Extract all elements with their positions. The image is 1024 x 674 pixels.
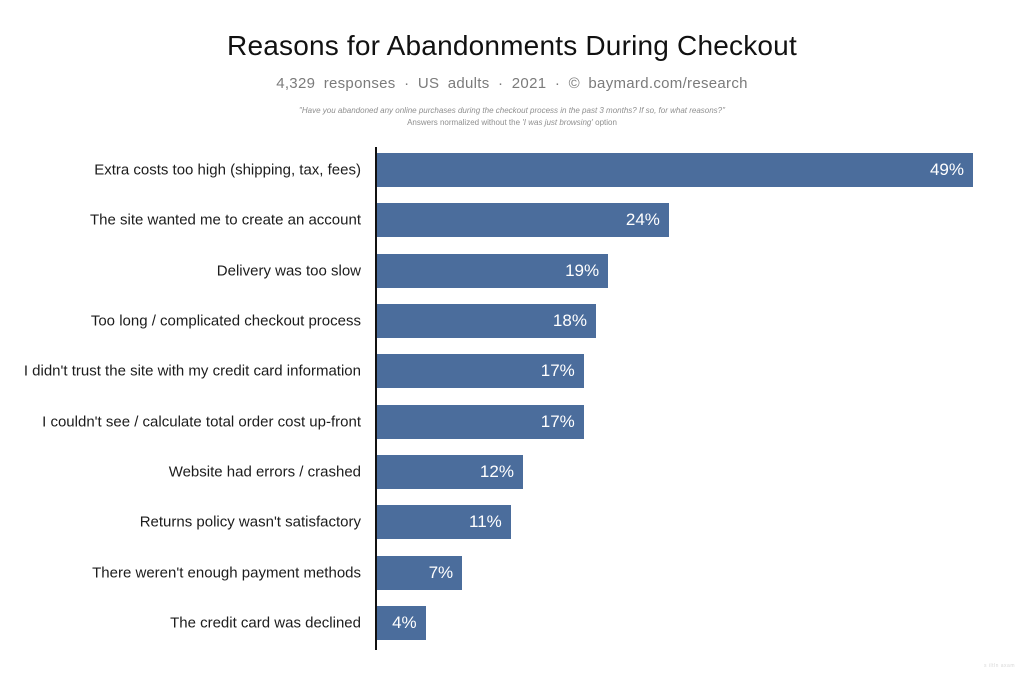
category-label: The credit card was declined [170, 614, 361, 632]
y-axis-line [375, 147, 377, 650]
bar: 19% [377, 253, 609, 288]
chart-footnote: "Have you abandoned any online purchases… [0, 105, 1024, 129]
bar-value-label: 11% [469, 512, 502, 532]
bar: 11% [377, 505, 511, 540]
chart-row: I couldn't see / calculate total order c… [0, 404, 1024, 439]
chart-header: Reasons for Abandonments During Checkout… [0, 30, 1024, 129]
bar-value-label: 19% [565, 260, 600, 280]
bar: 7% [377, 555, 463, 590]
bar: 17% [377, 354, 584, 389]
category-label: Website had errors / crashed [168, 463, 361, 481]
category-label: I didn't trust the site with my credit c… [23, 362, 361, 380]
bar: 4% [377, 605, 426, 640]
chart-row: I didn't trust the site with my credit c… [0, 354, 1024, 389]
bar-value-label: 12% [479, 461, 514, 481]
bar-value-label: 7% [428, 562, 454, 582]
chart-row: Returns policy wasn't satisfactory 11% [0, 505, 1024, 540]
chart-title: Reasons for Abandonments During Checkout [227, 30, 797, 61]
category-label: There weren't enough payment methods [92, 564, 361, 582]
bar: 49% [377, 153, 973, 187]
category-label: Delivery was too slow [216, 262, 361, 280]
footnote-suffix: option [592, 117, 617, 127]
bar: 24% [377, 203, 669, 238]
bar-value-label: 24% [625, 210, 660, 230]
chart-row: The credit card was declined 4% [0, 605, 1024, 640]
bar-value-label: 49% [929, 160, 964, 179]
category-label: Returns policy wasn't satisfactory [139, 513, 361, 531]
footnote-question: "Have you abandoned any online purchases… [299, 105, 725, 115]
chart-row: Extra costs too high (shipping, tax, fee… [0, 153, 1024, 187]
category-label: I couldn't see / calculate total order c… [42, 413, 361, 431]
bar-value-label: 4% [392, 612, 417, 632]
corner-watermark: s iltln axam [983, 663, 1015, 669]
footnote-prefix: Answers normalized without the [407, 117, 523, 127]
bar: 12% [377, 454, 523, 489]
chart-area: Extra costs too high (shipping, tax, fee… [0, 147, 1024, 650]
category-label: Extra costs too high (shipping, tax, fee… [94, 161, 361, 179]
bar-value-label: 17% [540, 361, 575, 381]
bar-value-label: 18% [552, 310, 587, 330]
chart-row: Website had errors / crashed 12% [0, 454, 1024, 489]
chart-row: The site wanted me to create an account … [0, 203, 1024, 238]
category-label: Too long / complicated checkout process [90, 312, 361, 330]
chart-row: There weren't enough payment methods 7% [0, 555, 1024, 590]
bar: 18% [377, 303, 596, 338]
chart-subtitle: 4,329 responses · US adults · 2021 · © b… [276, 74, 748, 92]
chart-row: Delivery was too slow 19% [0, 253, 1024, 288]
footnote-emphasis: 'I was just browsing' [522, 117, 593, 127]
bar: 17% [377, 404, 584, 439]
chart-row: Too long / complicated checkout process … [0, 303, 1024, 338]
bar-value-label: 17% [540, 411, 575, 431]
category-label: The site wanted me to create an account [90, 211, 361, 229]
footnote-normalization: Answers normalized without the 'I was ju… [0, 117, 1024, 129]
